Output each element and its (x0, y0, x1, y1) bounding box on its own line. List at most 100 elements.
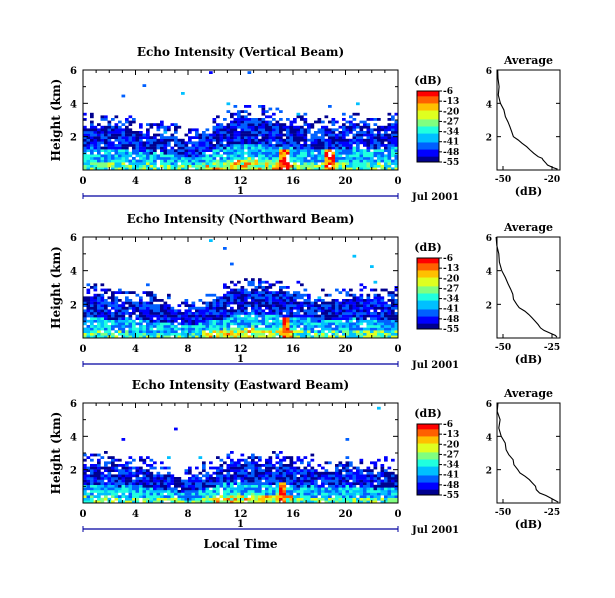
heatmap-cell (93, 464, 98, 467)
heatmap-cell (146, 136, 150, 139)
heatmap-cell (307, 293, 311, 297)
heatmap-cell (223, 164, 227, 168)
heatmap-cell (275, 312, 280, 315)
heatmap-cell (268, 291, 273, 294)
heatmap-cell (247, 151, 252, 155)
heatmap-cell (373, 299, 378, 302)
heatmap-cell (293, 325, 297, 328)
heatmap-cell (244, 487, 248, 491)
heatmap-cell (167, 479, 171, 483)
heatmap-cell (135, 474, 140, 478)
heatmap-cell (93, 466, 98, 470)
heatmap-cell (202, 464, 206, 467)
heatmap-cell (387, 299, 392, 302)
heatmap-cell (303, 466, 308, 470)
heatmap-cell (289, 484, 294, 488)
heatmap-cell (321, 474, 325, 478)
heatmap-cell (300, 167, 304, 171)
heatmap-cell (377, 471, 381, 475)
heatmap-cell (247, 304, 252, 307)
heatmap-cell (153, 335, 157, 339)
heatmap-cell (230, 115, 234, 119)
heatmap-cell (338, 151, 343, 155)
heatmap-cell (212, 133, 217, 137)
heatmap-cell (328, 319, 332, 323)
heatmap-cell (342, 466, 346, 470)
heatmap-cell (303, 159, 308, 163)
heatmap-cell (83, 458, 87, 462)
heatmap-cell (380, 492, 385, 496)
colorbar-swatch (417, 156, 439, 159)
heatmap-cell (303, 482, 308, 485)
heatmap-cell (300, 293, 304, 297)
heatmap-cell (282, 309, 287, 313)
heatmap-cell (93, 133, 98, 137)
heatmap-cell (314, 317, 318, 320)
colorbar-swatch (417, 272, 439, 275)
heatmap-cell (321, 162, 325, 165)
heatmap-cell (111, 335, 115, 339)
heatmap-cell (219, 128, 224, 132)
heatmap-cell (209, 164, 213, 168)
heatmap-cell (373, 479, 378, 483)
heatmap-cell (219, 306, 224, 310)
heatmap-cell (338, 487, 343, 491)
heatmap-cell (230, 291, 234, 294)
heatmap-cell (247, 128, 252, 132)
heatmap-cell (317, 118, 322, 121)
heatmap-cell (216, 325, 220, 328)
heatmap-cell (107, 492, 112, 496)
heatmap-cell (132, 167, 136, 171)
heatmap-cell (202, 164, 206, 168)
heatmap-cell (240, 296, 245, 300)
heatmap-cell (216, 456, 220, 459)
heatmap-cell (240, 291, 245, 294)
heatmap-cell (331, 136, 336, 139)
heatmap-cell (279, 131, 283, 134)
colorbar-swatch (417, 461, 439, 464)
heatmap-cell (125, 138, 129, 142)
heatmap-cell (160, 330, 164, 333)
heatmap-cell (251, 299, 255, 302)
heatmap-cell (247, 157, 252, 160)
heatmap-cell (125, 490, 129, 493)
heatmap-cell (107, 164, 112, 168)
heatmap-cell (184, 149, 189, 152)
heatmap-cell (107, 146, 112, 150)
heatmap-cell (328, 312, 332, 315)
heatmap-cell (104, 319, 108, 323)
heatmap-cell (300, 322, 304, 326)
heatmap-cell (233, 330, 238, 333)
colorbar-swatch (417, 263, 439, 266)
heatmap-cell (142, 500, 147, 504)
heatmap-cell (142, 306, 147, 310)
heatmap-cell (86, 167, 91, 171)
heatmap-cell (114, 482, 119, 485)
heatmap-cell (135, 149, 140, 152)
y-tick-label: 4 (70, 99, 77, 110)
heatmap-cell (366, 151, 371, 155)
heatmap-cell (205, 482, 210, 485)
heatmap-cell (97, 335, 101, 339)
heatmap-cell (286, 456, 290, 459)
heatmap-cell (391, 322, 395, 326)
heatmap-cell (275, 332, 280, 336)
heatmap-cell (265, 131, 269, 134)
heatmap-cell (352, 312, 357, 315)
heatmap-cell (366, 479, 371, 483)
heatmap-cell (233, 131, 238, 134)
heatmap-cell (387, 477, 392, 480)
heatmap-cell (356, 477, 360, 480)
heatmap-cell (226, 125, 231, 129)
x-tick-label: 0 (395, 176, 402, 187)
heatmap-cell (219, 314, 224, 318)
heatmap-cell (177, 304, 182, 307)
heatmap-cell (317, 151, 322, 155)
heatmap-cell (307, 128, 311, 132)
heatmap-cell (331, 118, 336, 121)
colorbar-swatch (417, 137, 439, 140)
heatmap-cell (310, 154, 315, 158)
heatmap-cell (258, 469, 262, 472)
heatmap-cell (275, 301, 280, 305)
heatmap-cell (279, 484, 283, 488)
